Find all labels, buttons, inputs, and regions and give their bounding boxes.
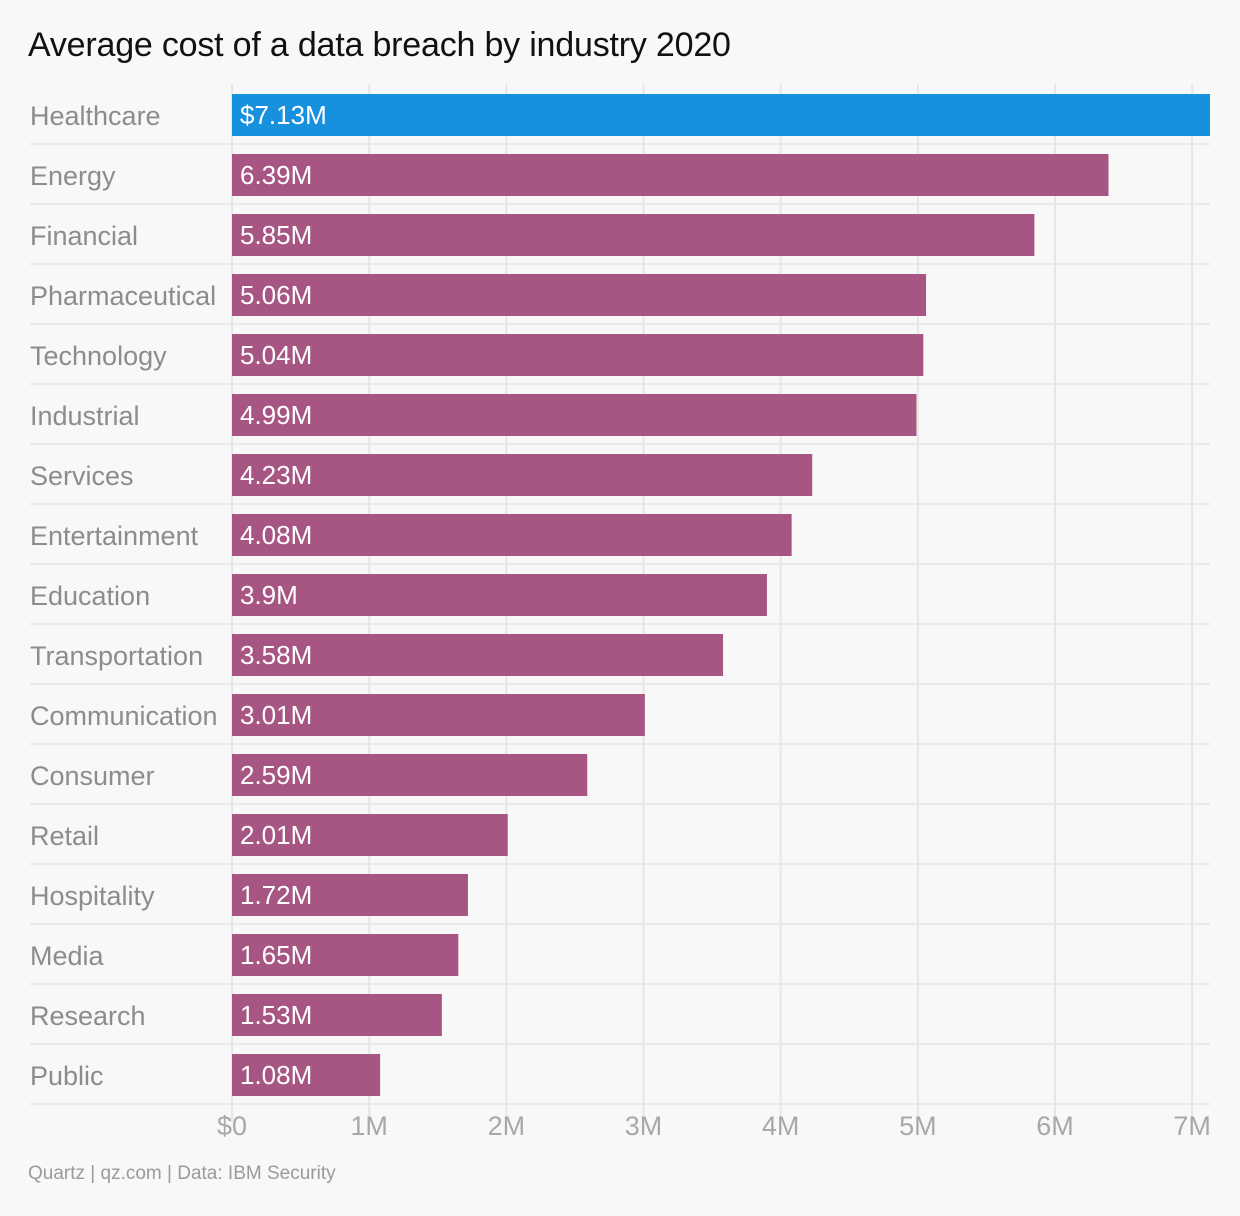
value-label: 5.06M: [240, 280, 312, 310]
x-tick-label: 7M: [1173, 1111, 1211, 1141]
grid-layer: [30, 84, 1210, 1122]
bar-communication: [232, 694, 645, 736]
category-label: Technology: [30, 341, 167, 371]
bar-research: [232, 994, 442, 1036]
x-tick-label: 1M: [350, 1111, 388, 1141]
bar-layer: [232, 94, 1210, 1096]
category-label: Retail: [30, 821, 99, 851]
category-label: Pharmaceutical: [30, 281, 216, 311]
bar-healthcare: [232, 94, 1210, 136]
value-label: 1.65M: [240, 940, 312, 970]
x-axis: $0 1M 2M 3M 4M 5M 6M 7M: [217, 1111, 1211, 1141]
bar-pharmaceutical: [232, 274, 927, 316]
x-tick-label: $0: [217, 1111, 247, 1141]
bar-financial: [232, 214, 1035, 256]
value-label: 1.08M: [240, 1060, 312, 1090]
category-label: Public: [30, 1061, 104, 1091]
category-label: Communication: [30, 701, 218, 731]
value-label: 4.23M: [240, 460, 312, 490]
bar-retail: [232, 814, 508, 856]
category-label: Consumer: [30, 761, 155, 791]
value-label: 1.72M: [240, 880, 312, 910]
bar-consumer: [232, 754, 588, 796]
bar-technology: [232, 334, 924, 376]
value-label: 4.99M: [240, 400, 312, 430]
value-label: 3.01M: [240, 700, 312, 730]
bar-education: [232, 574, 767, 616]
value-label: 2.59M: [240, 760, 312, 790]
category-label: Entertainment: [30, 521, 199, 551]
category-label: Education: [30, 581, 150, 611]
value-label: 3.9M: [240, 580, 298, 610]
value-label: 4.08M: [240, 520, 312, 550]
category-label: Research: [30, 1001, 146, 1031]
value-label: $7.13M: [240, 100, 327, 130]
bar-transportation: [232, 634, 724, 676]
value-label: 6.39M: [240, 160, 312, 190]
x-tick-label: 3M: [625, 1111, 663, 1141]
chart-title: Average cost of a data breach by industr…: [28, 26, 731, 64]
x-tick-label: 5M: [899, 1111, 937, 1141]
bar-services: [232, 454, 813, 496]
value-label: 5.85M: [240, 220, 312, 250]
category-label: Transportation: [30, 641, 203, 671]
category-label: Financial: [30, 221, 138, 251]
category-label: Healthcare: [30, 101, 161, 131]
category-label: Energy: [30, 161, 116, 191]
value-label: 5.04M: [240, 340, 312, 370]
x-tick-label: 6M: [1036, 1111, 1074, 1141]
bar-hospitality: [232, 874, 468, 916]
category-label: Hospitality: [30, 881, 155, 911]
x-tick-label: 4M: [762, 1111, 800, 1141]
bar-industrial: [232, 394, 917, 436]
category-label: Services: [30, 461, 134, 491]
x-tick-label: 2M: [488, 1111, 526, 1141]
value-label: 3.58M: [240, 640, 312, 670]
bar-entertainment: [232, 514, 792, 556]
source-footer: Quartz | qz.com | Data: IBM Security: [28, 1163, 336, 1184]
label-layer: Healthcare $7.13M Energy 6.39M Financial 5.85…: [30, 100, 327, 1091]
bar-energy: [232, 154, 1109, 196]
bar-media: [232, 934, 459, 976]
value-label: 1.53M: [240, 1000, 312, 1030]
bar-public: [232, 1054, 381, 1096]
category-label: Media: [30, 941, 105, 971]
value-label: 2.01M: [240, 820, 312, 850]
category-label: Industrial: [30, 401, 140, 431]
